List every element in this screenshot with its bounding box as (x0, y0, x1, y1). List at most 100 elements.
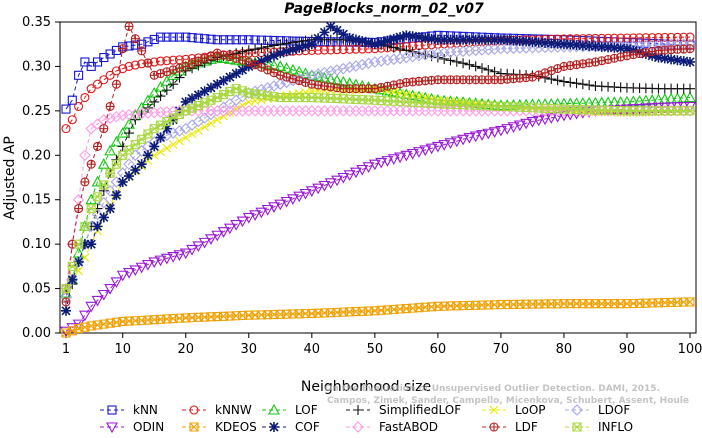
series-line-loop (66, 89, 690, 289)
chart-container: PageBlocks_norm_02_v07 1 10 20 30 40 50 60 70 80… (0, 0, 702, 434)
data-point-ldf (81, 178, 89, 186)
legend-item-knn: kNN (100, 403, 158, 417)
data-point-cof (685, 57, 695, 67)
watermark-line-1: On the Evaluation of Unsupervised Outlie… (325, 384, 660, 394)
legend-item-fastabod: FastABOD (346, 420, 438, 434)
legend-marker-ldf (490, 423, 498, 431)
x-tick-label: 60 (430, 342, 447, 357)
data-point-ldf (112, 80, 120, 88)
legend-label-cof: COF (295, 420, 320, 434)
series-layer (61, 21, 695, 337)
data-point-ldf (100, 125, 108, 133)
y-tick-label: 0.00 (22, 326, 51, 341)
data-point-cof (93, 221, 103, 231)
data-point-simplifiedlof (477, 63, 487, 73)
data-point-ldf (87, 160, 95, 168)
x-tick-label: 10 (114, 342, 131, 357)
legend-label-ldof: LDOF (598, 403, 630, 417)
data-point-ldf (75, 205, 83, 213)
x-tick-label: 40 (304, 342, 321, 357)
data-point-cof (156, 133, 166, 143)
data-point-simplifiedlof (559, 77, 569, 87)
y-tick-label: 0.05 (22, 282, 51, 297)
legend-item-lof: LOF (262, 403, 318, 417)
data-point-cof (61, 306, 71, 316)
x-tick-label: 80 (556, 342, 573, 357)
legend-marker-simplifiedlof (353, 405, 363, 415)
legend-label-kdeos: KDEOS (215, 420, 257, 434)
legend-label-lof: LOF (295, 403, 318, 417)
data-point-simplifiedlof (452, 57, 462, 67)
series-line-ldof (66, 44, 690, 297)
data-point-cof (143, 150, 153, 160)
data-point-cof (99, 212, 109, 222)
plot-frame (60, 22, 696, 333)
legend-label-ldf: LDF (515, 420, 538, 434)
data-point-simplifiedlof (483, 65, 493, 75)
legend-label-odin: ODIN (133, 420, 164, 434)
data-point-simplifiedlof (471, 61, 481, 71)
legend-label-fastabod: FastABOD (379, 420, 438, 434)
data-point-inflo (685, 107, 695, 115)
y-tick-label: 0.35 (22, 15, 51, 30)
legend-item-kdeos: KDEOS (182, 420, 257, 434)
data-point-simplifiedlof (578, 79, 588, 89)
data-point-inflo (93, 193, 103, 201)
data-point-cof (149, 141, 159, 151)
x-tick-label: 20 (177, 342, 194, 357)
legend-marker-inflo (572, 423, 582, 431)
data-point-ldf (94, 142, 102, 150)
data-point-ldf (125, 22, 133, 30)
y-tick-label: 0.30 (22, 59, 51, 74)
x-tick-label: 30 (241, 342, 258, 357)
y-tick-label: 0.20 (22, 148, 51, 163)
series-line-inflo (66, 89, 690, 289)
legend-label-simplifiedlof: SimplifiedLOF (379, 403, 461, 417)
data-point-simplifiedlof (572, 78, 582, 88)
chart-svg: PageBlocks_norm_02_v07 1 10 20 30 40 50 60 70 80… (0, 0, 702, 434)
data-point-knnw (75, 102, 83, 110)
data-point-ldf (138, 47, 146, 55)
y-axis-label: Adjusted AP (2, 136, 18, 220)
data-point-simplifiedlof (685, 84, 695, 94)
legend-item-knnw: kNNW (182, 403, 252, 417)
legend-item-odin: ODIN (100, 420, 164, 434)
data-point-inflo (80, 222, 90, 230)
data-point-simplifiedlof (584, 80, 594, 90)
data-point-knnw (62, 125, 70, 133)
legend-marker-cof (269, 422, 279, 432)
data-point-cof (137, 159, 147, 169)
x-tick-label: 100 (678, 342, 702, 357)
data-point-simplifiedlof (553, 75, 563, 85)
legend-label-loop: LoOP (515, 403, 546, 417)
data-point-cof (111, 190, 121, 200)
x-tick-label: 90 (619, 342, 636, 357)
legend-item-ldf: LDF (482, 420, 538, 434)
legend: kNN kNNW LOF SimplifiedLOF LoOP LDOF ODIN KDEOS… (100, 403, 633, 434)
data-point-inflo (86, 205, 96, 213)
data-point-simplifiedlof (464, 60, 474, 70)
data-point-ldof (130, 150, 140, 160)
data-point-ldf (62, 298, 70, 306)
data-point-ldf (686, 45, 694, 53)
data-point-simplifiedlof (458, 58, 468, 68)
data-point-cof (86, 239, 96, 249)
legend-item-cof: COF (262, 420, 320, 434)
legend-label-inflo: INFLO (598, 420, 633, 434)
legend-label-knn: kNN (133, 403, 158, 417)
data-point-inflo (67, 262, 77, 270)
x-tick-label: 50 (367, 342, 384, 357)
data-point-lof (111, 137, 121, 146)
data-point-ldf (131, 35, 139, 43)
legend-label-knnw: kNNW (215, 403, 252, 417)
x-tick-label: 1 (62, 342, 70, 357)
series-line-cof (66, 26, 690, 310)
y-tick-label: 0.10 (22, 237, 51, 252)
series-kdeos (62, 298, 694, 337)
data-point-ldf (106, 102, 114, 110)
chart-title: PageBlocks_norm_02_v07 (284, 1, 484, 17)
series-line-odin (66, 106, 690, 331)
x-tick-label: 70 (493, 342, 510, 357)
data-point-simplifiedlof (565, 77, 575, 87)
legend-item-inflo: INFLO (565, 420, 633, 434)
